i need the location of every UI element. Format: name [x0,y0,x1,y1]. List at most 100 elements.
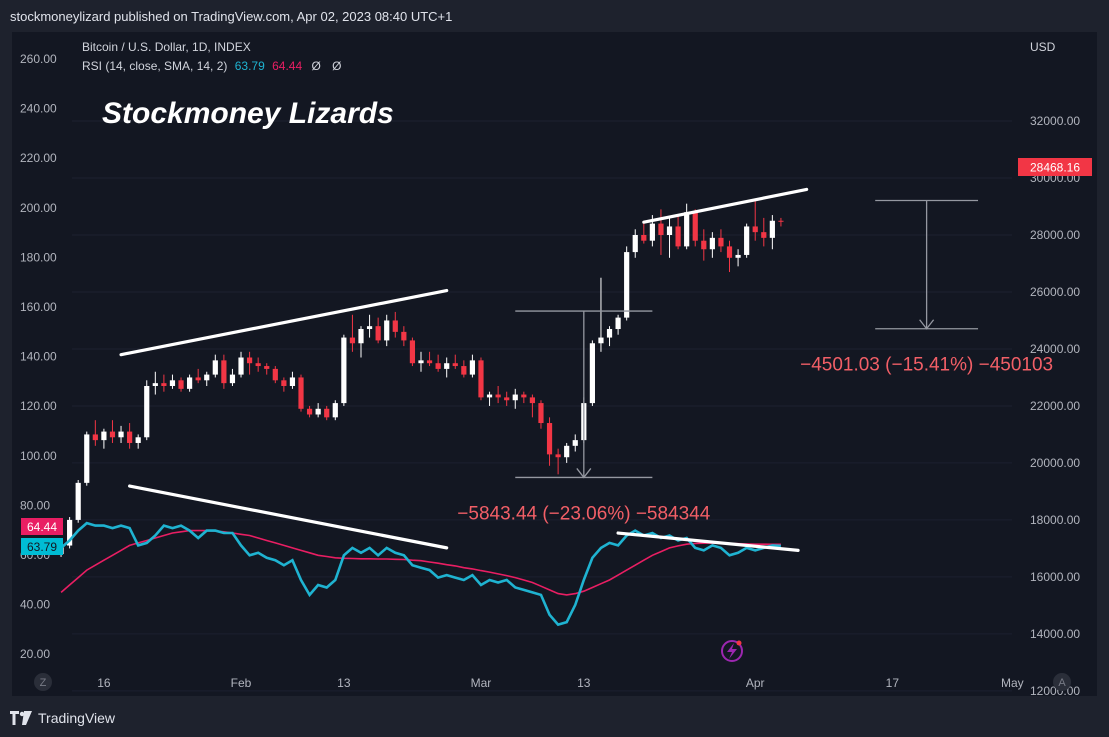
candle [504,391,510,406]
candle-body [675,226,681,247]
left-axis-tick: 180.00 [20,250,57,264]
trendlines[interactable] [119,187,809,552]
publisher-bar: stockmoneylizard published on TradingVie… [0,0,1109,32]
candle-body [521,394,527,398]
candle [589,340,595,406]
candle-body [264,366,270,369]
left-axis-tick: 260.00 [20,52,57,66]
candle [75,480,81,523]
candle-body [221,360,227,384]
left-axis-tick: 160.00 [20,300,57,314]
candle [606,326,613,347]
candle [435,354,441,372]
candle-body [469,360,476,375]
tradingview-logo[interactable]: TradingView [10,710,115,726]
candle [169,374,176,389]
candle [127,423,133,449]
candle [144,380,150,441]
chart-area[interactable]: 260.00 240.00 220.00 200.00 180.00 160.00 140.… [12,32,1097,698]
candle [641,223,647,244]
price-trendline [642,187,809,224]
candle [152,371,158,395]
candle-body [341,337,347,404]
candle [281,377,287,392]
candle [392,311,398,338]
symbol-line: Bitcoin / U.S. Dollar, 1D, INDEX [82,40,251,54]
candle-body [615,317,621,330]
measurements[interactable]: −5843.44 (−23.06%) −584344 −4501.03 (−15.… [457,199,1053,525]
event-icon[interactable] [721,640,743,662]
candle-body [84,434,90,483]
candle [752,200,758,241]
right-axis-tick: 16000.00 [1030,570,1080,584]
candle-body [778,220,784,222]
time-axis[interactable]: 16 Feb 13 Mar 13 Apr 17 May [97,676,1023,690]
candle-body [444,363,450,369]
measure-tool: −5843.44 (−23.06%) −584344 [457,310,711,524]
candle-body [495,394,501,398]
candle [461,360,467,378]
last-price-value: 28468.16 [1030,161,1080,175]
indicator-name: RSI (14, close, SMA, 14, 2) [82,59,227,73]
candle [272,366,278,384]
right-axis-tick: 32000.00 [1030,114,1080,128]
left-axis-tick: 200.00 [20,201,57,215]
tradingview-logo-text: TradingView [38,710,116,726]
time-axis-tick: 13 [577,676,591,690]
candle [761,217,767,247]
candle-body [546,423,553,455]
candle [366,314,373,338]
candle [709,232,715,258]
candle-body [512,394,518,401]
candle-body [589,343,595,404]
measure-label: −4501.03 (−15.41%) −450103 [800,355,1053,376]
measure-arrowhead [919,319,935,330]
candle [178,377,184,392]
candle-body [726,246,733,258]
candle [384,314,390,347]
currency-label: USD [1030,40,1056,54]
candle-body [658,223,664,235]
candle-body [272,368,278,381]
candle [109,420,116,443]
candle [624,246,630,321]
candle-body [178,380,184,389]
candle [246,351,253,375]
right-axis-tick: 22000.00 [1030,399,1080,413]
candle [572,434,578,452]
candle-body [118,431,124,438]
right-axis[interactable]: 32000.0030000.0028000.0026000.0024000.00… [1030,114,1080,698]
candle [555,448,561,475]
candle [478,357,484,401]
candle [238,351,244,378]
candle-body [101,431,107,441]
candle [426,351,433,367]
timeline-left-button[interactable]: Z [34,673,52,691]
candle [718,229,724,253]
candle [495,385,501,404]
candle [486,391,493,406]
timeline-right-button[interactable]: A [1053,673,1071,691]
candle-body [701,240,707,250]
chart-svg[interactable]: 260.00 240.00 220.00 200.00 180.00 160.00 140.… [12,32,1097,698]
candle-body [229,374,236,384]
candle [409,337,416,367]
candle [161,374,167,392]
candle-body [744,226,750,255]
right-axis-tick: 24000.00 [1030,342,1080,356]
candle-body [238,357,244,375]
candle [255,357,261,372]
candle [564,442,570,463]
candle-body [649,223,655,241]
candle-body [204,374,210,381]
left-axis-tick: 100.00 [20,449,57,463]
candle-body [761,232,767,238]
candle [332,400,338,421]
candle-body [281,380,287,386]
left-axis-tick: 240.00 [20,102,57,116]
candle-body [298,377,304,409]
candle-body [187,377,193,389]
indicator-rsi-value: 63.79 [235,59,265,73]
candle [469,354,476,378]
right-axis-tick: 18000.00 [1030,513,1080,527]
